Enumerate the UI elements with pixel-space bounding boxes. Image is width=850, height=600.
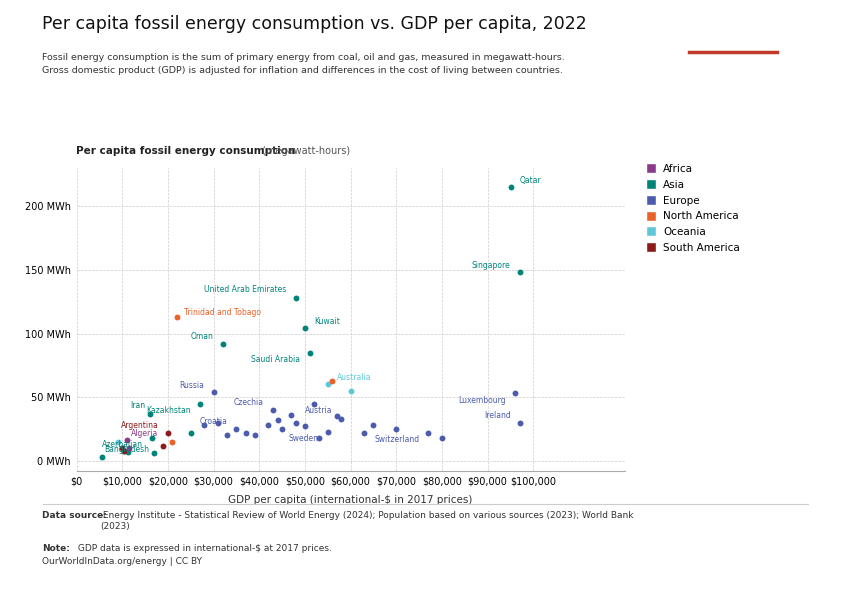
Text: Kuwait: Kuwait	[314, 317, 340, 326]
Text: Per capita fossil energy consumption vs. GDP per capita, 2022: Per capita fossil energy consumption vs.…	[42, 15, 587, 33]
Point	[289, 293, 303, 302]
Point	[166, 437, 179, 446]
Point	[435, 433, 449, 443]
Text: Our World: Our World	[706, 22, 761, 32]
Point	[207, 387, 220, 397]
Point	[262, 421, 275, 430]
Point	[143, 409, 156, 419]
Text: OurWorldInData.org/energy | CC BY: OurWorldInData.org/energy | CC BY	[42, 557, 202, 566]
Point	[147, 448, 161, 458]
Point	[321, 380, 335, 389]
Point	[161, 428, 175, 437]
Text: Russia: Russia	[179, 380, 204, 389]
Text: Azerbaijan: Azerbaijan	[102, 440, 143, 449]
Point	[330, 412, 343, 421]
Text: United Arab Emirates: United Arab Emirates	[204, 285, 286, 294]
Text: Switzerland: Switzerland	[374, 435, 419, 444]
Point	[275, 424, 289, 434]
Text: Saudi Arabia: Saudi Arabia	[252, 355, 300, 364]
Point	[270, 415, 284, 425]
Point	[184, 428, 197, 437]
Point	[230, 424, 243, 434]
Text: Sweden: Sweden	[289, 434, 319, 443]
Point	[285, 410, 298, 420]
Point	[216, 339, 230, 349]
Point	[193, 399, 207, 409]
Point	[303, 348, 316, 358]
Text: Argentina: Argentina	[121, 421, 159, 430]
Text: Bangladesh: Bangladesh	[104, 445, 149, 454]
Text: Austria: Austria	[305, 406, 332, 415]
Point	[120, 436, 133, 445]
X-axis label: GDP per capita (international-$ in 2017 prices): GDP per capita (international-$ in 2017 …	[229, 495, 473, 505]
Point	[212, 418, 225, 427]
Point	[321, 427, 335, 436]
Point	[116, 443, 129, 453]
Point	[335, 414, 348, 424]
Point	[266, 405, 280, 415]
Point	[197, 421, 211, 430]
Point	[239, 428, 252, 437]
Point	[156, 441, 170, 451]
Text: Energy Institute - Statistical Review of World Energy (2024); Population based o: Energy Institute - Statistical Review of…	[100, 511, 634, 530]
Point	[248, 431, 262, 440]
Point	[117, 446, 131, 455]
Point	[343, 386, 357, 395]
Point	[298, 422, 312, 431]
Text: Note:: Note:	[42, 544, 71, 553]
Point	[289, 418, 303, 427]
Text: Australia: Australia	[337, 373, 371, 382]
Text: Croatia: Croatia	[200, 418, 227, 427]
Point	[145, 433, 159, 443]
Text: Oman: Oman	[190, 332, 213, 341]
Text: Fossil energy consumption is the sum of primary energy from coal, oil and gas, m: Fossil energy consumption is the sum of …	[42, 53, 565, 62]
Point	[366, 421, 380, 430]
Text: Gross domestic product (GDP) is adjusted for inflation and differences in the co: Gross domestic product (GDP) is adjusted…	[42, 66, 564, 75]
Point	[358, 428, 371, 437]
Point	[220, 431, 234, 440]
Text: Iran: Iran	[130, 401, 145, 410]
Text: Ireland: Ireland	[484, 411, 511, 420]
Text: (megawatt-hours): (megawatt-hours)	[259, 146, 350, 156]
Point	[513, 418, 526, 427]
Text: Trinidad and Tobago: Trinidad and Tobago	[184, 308, 261, 317]
Text: Czechia: Czechia	[234, 398, 264, 407]
Text: Data source:: Data source:	[42, 511, 107, 520]
Text: Per capita fossil energy consumption: Per capita fossil energy consumption	[76, 146, 296, 156]
Text: GDP data is expressed in international-$ at 2017 prices.: GDP data is expressed in international-$…	[75, 544, 332, 553]
Point	[110, 437, 124, 446]
Text: Algeria: Algeria	[131, 429, 159, 438]
Point	[170, 312, 184, 322]
Point	[122, 443, 136, 453]
Text: Singapore: Singapore	[472, 261, 511, 270]
Point	[312, 433, 326, 443]
Point	[389, 424, 403, 434]
Point	[508, 389, 522, 398]
Point	[504, 182, 518, 192]
Text: Kazakhstan: Kazakhstan	[146, 406, 190, 415]
Point	[117, 446, 131, 455]
Text: Qatar: Qatar	[519, 176, 541, 185]
Point	[95, 452, 109, 462]
Point	[307, 399, 320, 409]
Legend: Africa, Asia, Europe, North America, Oceania, South America: Africa, Asia, Europe, North America, Oce…	[646, 164, 740, 253]
Text: in Data: in Data	[713, 38, 753, 48]
Point	[326, 376, 339, 385]
Point	[513, 268, 526, 277]
Point	[121, 447, 134, 457]
Point	[422, 428, 435, 437]
Text: Luxembourg: Luxembourg	[458, 396, 506, 405]
Point	[298, 323, 312, 333]
